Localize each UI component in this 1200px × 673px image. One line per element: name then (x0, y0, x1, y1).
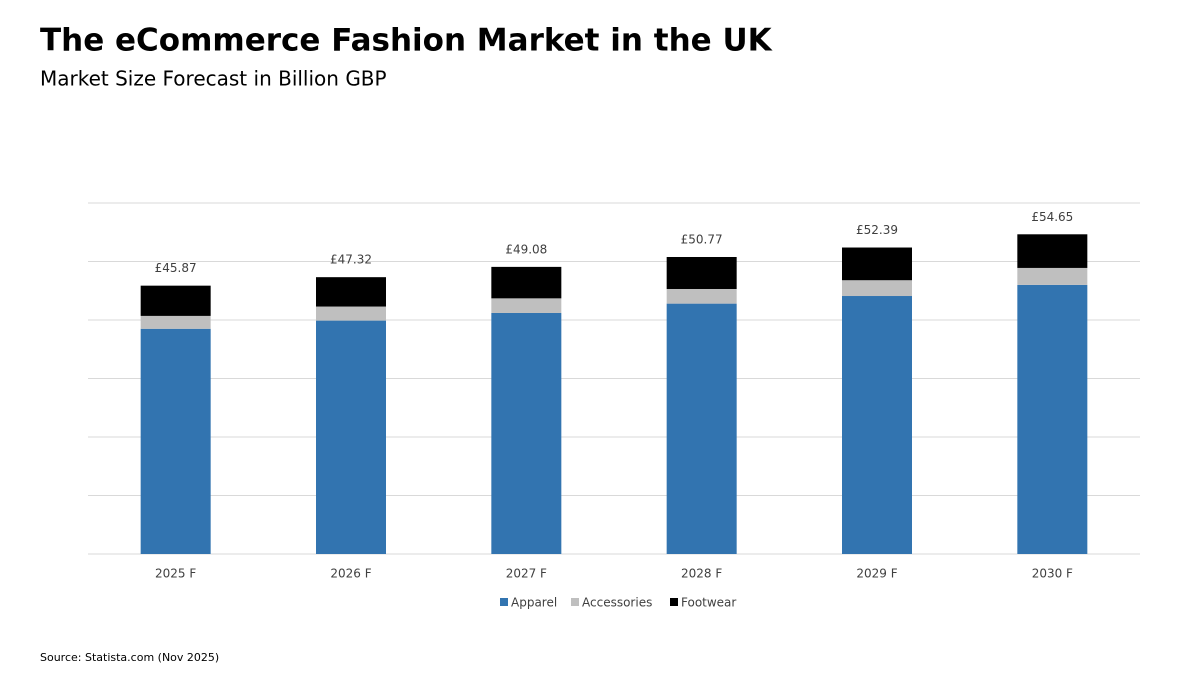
bar-segment (666, 303, 737, 554)
bar-segment (666, 288, 737, 304)
chart-title: The eCommerce Fashion Market in the UK (40, 23, 773, 59)
bar-segment (316, 306, 386, 321)
x-tick-label: 2027 F (506, 567, 547, 581)
x-tick-label: 2029 F (856, 567, 897, 581)
legend-label: Footwear (681, 596, 736, 610)
x-tick-label: 2025 F (155, 567, 196, 581)
total-label: £50.77 (681, 232, 723, 246)
bar-segment (140, 328, 211, 554)
bar-segment (1017, 267, 1088, 285)
bar-segment (491, 298, 562, 313)
total-label: £49.08 (505, 242, 547, 256)
total-label: £54.65 (1031, 210, 1073, 224)
bar-segment (842, 296, 912, 554)
chart-subtitle: Market Size Forecast in Billion GBP (40, 67, 387, 91)
source: Source: Statista.com (Nov 2025) (40, 651, 219, 664)
legend-swatch (571, 598, 579, 606)
bar-segment (666, 256, 737, 289)
legend-label: Accessories (582, 596, 652, 610)
x-tick-label: 2026 F (330, 567, 371, 581)
bar-segment (140, 285, 211, 316)
bar-segment (842, 247, 912, 281)
bar-segment (1017, 234, 1088, 268)
bar-segment (842, 280, 912, 297)
bar-segment (1017, 284, 1088, 554)
bar-segment (140, 315, 211, 329)
total-label: £45.87 (155, 261, 197, 275)
bar-segment (316, 277, 386, 307)
bar-segment (491, 312, 562, 554)
bar-segment (316, 320, 386, 554)
legend-swatch (670, 598, 678, 606)
legend-swatch (500, 598, 508, 606)
bar-segment (491, 266, 562, 299)
legend-label: Apparel (511, 596, 557, 610)
x-tick-label: 2028 F (681, 567, 722, 581)
total-label: £52.39 (856, 223, 898, 237)
x-tick-label: 2030 F (1032, 567, 1073, 581)
total-label: £47.32 (330, 253, 372, 267)
